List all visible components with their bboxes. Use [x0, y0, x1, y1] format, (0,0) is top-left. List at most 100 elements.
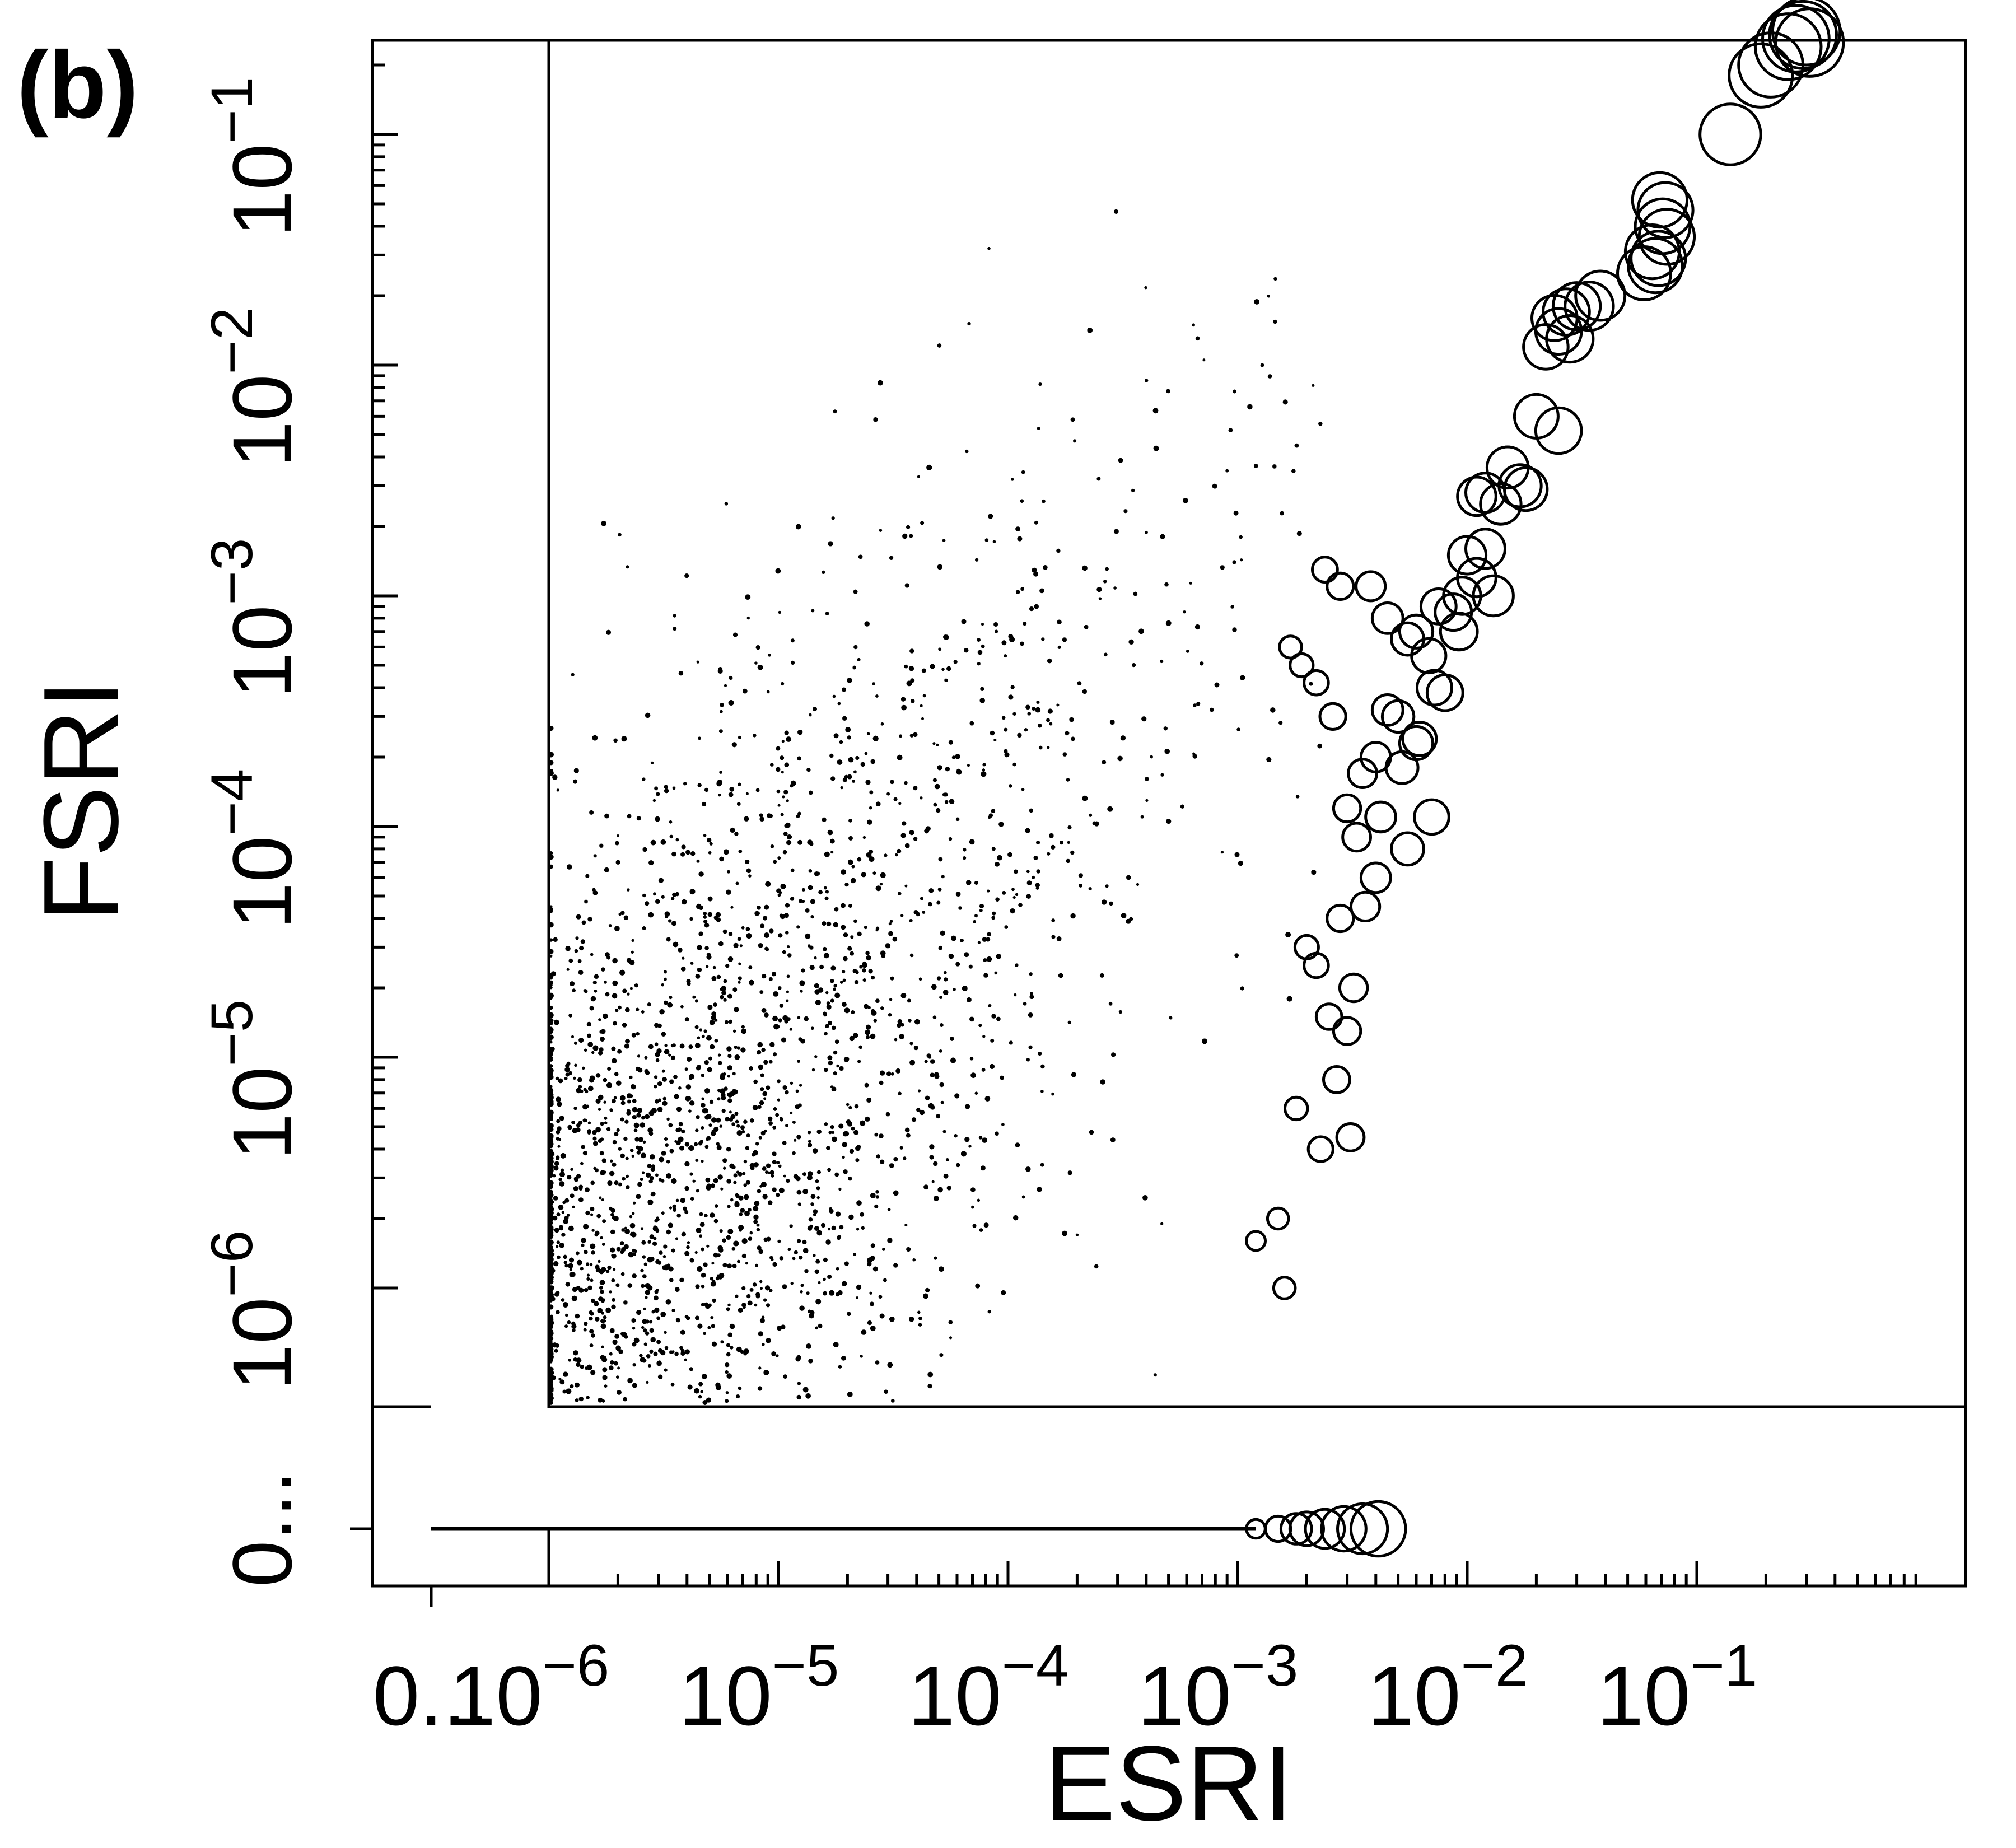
cloud-point: [800, 1284, 804, 1287]
cloud-point: [1004, 654, 1007, 658]
cloud-point: [716, 1117, 721, 1123]
cloud-point: [706, 954, 712, 960]
cloud-point: [847, 774, 852, 780]
cloud-point: [600, 1319, 605, 1323]
cloud-point: [848, 904, 852, 908]
cloud-point: [741, 926, 745, 930]
cloud-point: [706, 1183, 712, 1189]
cloud-point: [1128, 639, 1134, 645]
cloud-point: [602, 1219, 606, 1224]
cloud-point: [932, 778, 937, 782]
cloud-point: [704, 1060, 709, 1065]
cloud-point: [684, 1250, 690, 1256]
cloud-point: [1029, 972, 1033, 976]
cloud-point: [549, 1138, 553, 1142]
cloud-point: [654, 786, 658, 791]
cloud-point: [685, 1084, 692, 1090]
cloud-point: [727, 1054, 732, 1058]
cloud-point: [944, 977, 948, 982]
cloud-point: [664, 1137, 668, 1141]
cloud-point: [777, 986, 782, 990]
cloud-point: [660, 839, 666, 845]
cloud-point: [631, 939, 634, 942]
data-point: [1551, 281, 1602, 332]
cloud-point: [591, 1051, 595, 1054]
cloud-point: [620, 1250, 624, 1254]
cloud-point: [870, 1326, 876, 1332]
cloud-point: [1001, 1123, 1005, 1126]
cloud-point: [871, 976, 875, 980]
cloud-point: [771, 1174, 774, 1178]
cloud-point: [1028, 1012, 1033, 1018]
cloud-point: [688, 1146, 693, 1151]
cloud-point: [605, 952, 610, 958]
cloud-point: [699, 1028, 703, 1032]
cloud-point: [986, 937, 991, 942]
cloud-point: [549, 1005, 553, 1010]
cloud-point: [1038, 724, 1042, 728]
cloud-point: [565, 1063, 570, 1068]
cloud-point: [600, 1122, 604, 1126]
data-point: [1350, 890, 1382, 923]
cloud-point: [695, 999, 698, 1003]
cloud-point: [682, 1351, 685, 1355]
cloud-point: [764, 904, 769, 910]
cloud-point: [937, 887, 942, 892]
cloud-point: [741, 1025, 745, 1029]
cloud-point: [658, 1348, 662, 1353]
cloud-point: [875, 885, 881, 892]
cloud-point: [762, 1343, 765, 1346]
cloud-point: [755, 645, 760, 650]
cloud-point: [938, 647, 942, 651]
cloud-point: [666, 1173, 671, 1179]
cloud-point: [1286, 996, 1292, 1002]
cloud-point: [710, 1044, 715, 1049]
cloud-point: [638, 1137, 644, 1142]
cloud-point: [825, 1239, 831, 1245]
cloud-point: [1041, 637, 1045, 641]
cloud-point: [815, 1000, 821, 1006]
cloud-point: [827, 1055, 833, 1061]
cloud-point: [654, 1290, 659, 1294]
cloud-point: [805, 908, 810, 913]
cloud-point: [862, 836, 866, 839]
cloud-point: [987, 1310, 991, 1314]
cloud-point: [711, 1015, 716, 1020]
cloud-point: [696, 1115, 700, 1119]
cloud-point: [792, 1257, 796, 1261]
cloud-point: [548, 770, 554, 776]
cloud-point: [916, 1108, 921, 1112]
cloud-point: [621, 1228, 625, 1232]
cloud-point: [650, 761, 654, 765]
cloud-point: [601, 967, 605, 972]
cloud-point: [1282, 399, 1288, 405]
cloud-point: [678, 948, 683, 953]
cloud-point: [831, 1225, 836, 1230]
cloud-point: [668, 1053, 671, 1057]
cloud-point: [647, 1002, 651, 1007]
cloud-point: [1077, 681, 1082, 685]
cloud-point: [855, 1158, 860, 1163]
cloud-point: [1036, 840, 1040, 845]
cloud-point: [603, 1013, 608, 1019]
cloud-point: [664, 977, 667, 981]
cloud-point: [785, 999, 789, 1002]
cloud-point: [685, 850, 690, 855]
cloud-point: [642, 893, 646, 898]
cloud-point: [962, 986, 968, 991]
cloud-point: [640, 1122, 646, 1128]
data-point: [1311, 556, 1339, 584]
cloud-point: [899, 1034, 904, 1039]
cloud-point: [838, 1187, 842, 1191]
cloud-point: [789, 1028, 793, 1031]
cloud-point: [602, 1367, 608, 1373]
cloud-point: [588, 1085, 594, 1091]
cloud-point: [856, 1145, 861, 1149]
cloud-point: [581, 1243, 585, 1247]
cloud-point: [757, 1245, 762, 1250]
cloud-point: [594, 1317, 600, 1322]
cloud-point: [865, 1029, 870, 1035]
cloud-point: [1123, 509, 1128, 514]
cloud-point: [711, 976, 717, 981]
cloud-point: [840, 981, 843, 984]
